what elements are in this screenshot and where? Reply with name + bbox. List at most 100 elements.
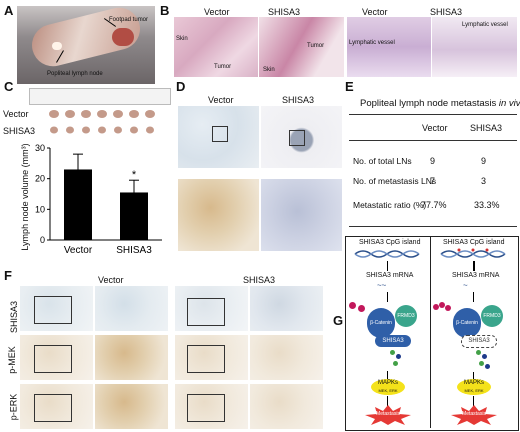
b-vector-2-title: Vector — [362, 7, 388, 17]
g-left-mapk: MAPKs MEK, ERK — [371, 379, 405, 395]
f-row-shisa3: SHISA3 — [9, 300, 20, 334]
g-left-mrna-icon: ~~ — [377, 281, 387, 290]
g-divider — [430, 237, 431, 428]
f-r3-shisa-box — [187, 394, 225, 422]
d-shisa-title: SHISA3 — [282, 95, 315, 105]
c-row-shisa-label: SHISA3 — [3, 126, 36, 136]
b-lymphatic-vector: Lymphatic vessel — [347, 17, 431, 77]
footpad-tumor-label: Footpad tumor — [109, 17, 149, 23]
d-shisa-low — [261, 106, 342, 168]
b-vector-1-title: Vector — [204, 7, 230, 17]
d-vector-zoom-box — [212, 126, 228, 142]
e-row1-vector: 9 — [430, 156, 436, 166]
e-row2-shisa: 3 — [481, 176, 487, 186]
f-r3-shisa-low — [175, 384, 248, 429]
b-tumor-label-1: Tumor — [214, 64, 232, 70]
g-right-receptor-icon — [476, 350, 492, 372]
wnt-dot-4 — [439, 302, 445, 308]
f-r1-vector-high — [95, 286, 168, 331]
d-shisa-high — [261, 179, 342, 251]
g-left-frmd: FRMD3 — [395, 305, 417, 327]
significance-star: * — [132, 169, 137, 181]
b-tumor-label-2: Tumor — [307, 43, 325, 49]
wnt-dot-5 — [445, 305, 451, 311]
g-left-met-label: Metastasis — [376, 411, 400, 417]
d-vector-high — [178, 179, 259, 251]
g-left-arrow-3 — [387, 371, 388, 379]
g-right-metastasis-star — [451, 405, 497, 425]
f-r2-shisa-low — [175, 335, 248, 380]
e-rule-bottom — [349, 226, 517, 227]
f-r2-shisa-box — [187, 345, 225, 373]
e-header-shisa: SHISA3 — [470, 123, 503, 133]
g-right-met-label: Metastasis — [462, 411, 486, 417]
b-skin-label-2: Skin — [263, 67, 275, 73]
g-right-cpg: SHISA3 CpG island — [443, 239, 505, 246]
e-title: Popliteal lymph node metastasis in vivo — [360, 98, 520, 109]
e-row2-label: No. of metastasis LNs — [353, 176, 437, 186]
f-r1-shisa-low — [175, 286, 248, 331]
g-right-arrow-2 — [473, 292, 474, 302]
b-shisa-2-title: SHISA3 — [430, 7, 463, 17]
e-row3-shisa: 33.3% — [474, 200, 500, 210]
panel-label-b: B — [160, 3, 170, 18]
lymph-node-dots — [49, 110, 155, 134]
e-row3-vector: 77.7% — [421, 200, 447, 210]
b-skin-label-1: Skin — [176, 36, 188, 42]
b-lymphatic-shisa: Lymphatic vessel — [432, 17, 517, 77]
g-left-mapk-label: MAPKs — [377, 380, 398, 386]
y-tick-label: 30 — [35, 143, 45, 153]
panel-label-f: F — [4, 268, 12, 283]
g-left-metastasis-star — [365, 405, 411, 425]
g-right-dna-icon — [440, 248, 506, 258]
g-right-mapk-label: MAPKs — [463, 380, 484, 386]
e-row2-vector: 7 — [430, 176, 436, 186]
g-left-bcat: β-Catenin — [367, 308, 395, 338]
panel-label-a: A — [4, 3, 14, 18]
c-row-vector-label: Vector — [3, 109, 29, 119]
f-vector-title: Vector — [98, 275, 124, 285]
panel-label-d: D — [176, 79, 186, 94]
x-tick-label: SHISA3 — [116, 245, 152, 256]
f-r3-shisa-high — [250, 384, 323, 429]
f-r2-vector-box — [34, 345, 72, 373]
footpad-tumor-shape — [112, 28, 134, 46]
bar-shisa3 — [120, 192, 148, 240]
f-r2-vector-high — [95, 335, 168, 380]
g-right-mapk-sub: MEK, ERK — [464, 388, 484, 393]
e-row1-label: No. of total LNs — [353, 156, 412, 166]
y-tick-label: 20 — [35, 174, 45, 184]
e-title-italic: in vivo — [498, 98, 520, 109]
g-right-mrna: SHISA3 mRNA — [452, 272, 500, 279]
bar-vector — [64, 169, 92, 240]
f-r3-vector-high — [95, 384, 168, 429]
g-left-dna-icon — [354, 250, 420, 258]
panel-label-g: G — [333, 313, 344, 328]
wnt-dot-1 — [349, 302, 356, 309]
b-histology-shisa-1: Skin Tumor — [259, 17, 344, 77]
b-shisa-1-title: SHISA3 — [268, 7, 301, 17]
bar-chart-container: Lymph node volume (mm³) 0 10 20 30 Vector SHI… — [6, 142, 172, 264]
f-r1-shisa-high — [250, 286, 323, 331]
g-right-frmd: FRMD3 — [481, 305, 503, 327]
g-right-wnt-dots — [433, 302, 453, 312]
g-left-wnt-dots — [349, 302, 367, 312]
g-right-arrow-3 — [473, 372, 474, 379]
wnt-dot-3 — [433, 304, 439, 310]
d-vector-low — [178, 106, 259, 168]
g-right-mapk: MAPKs MEK, ERK — [457, 379, 491, 395]
y-tick-label: 0 — [40, 235, 45, 245]
lymph-node-shape — [52, 42, 62, 50]
g-right-mrna-icon: ~ — [463, 281, 468, 290]
f-shisa-title: SHISA3 — [243, 275, 276, 285]
e-rule-mid — [349, 140, 517, 141]
g-right-shisa: SHISA3 — [461, 335, 497, 348]
bar-chart-svg: 0 10 20 30 Vector SHISA3 * — [35, 143, 162, 256]
f-row-perk: p-ERK — [8, 393, 19, 421]
f-r2-vector-low — [20, 335, 93, 380]
g-left-mapk-sub: MEK, ERK — [378, 388, 398, 393]
d-shisa-zoom-box — [289, 130, 305, 146]
g-right-column: SHISA3 CpG island SHISA3 mRNA ~ β-Cateni… — [433, 238, 515, 428]
ruler — [29, 88, 171, 105]
g-left-arrow-2 — [387, 292, 388, 302]
